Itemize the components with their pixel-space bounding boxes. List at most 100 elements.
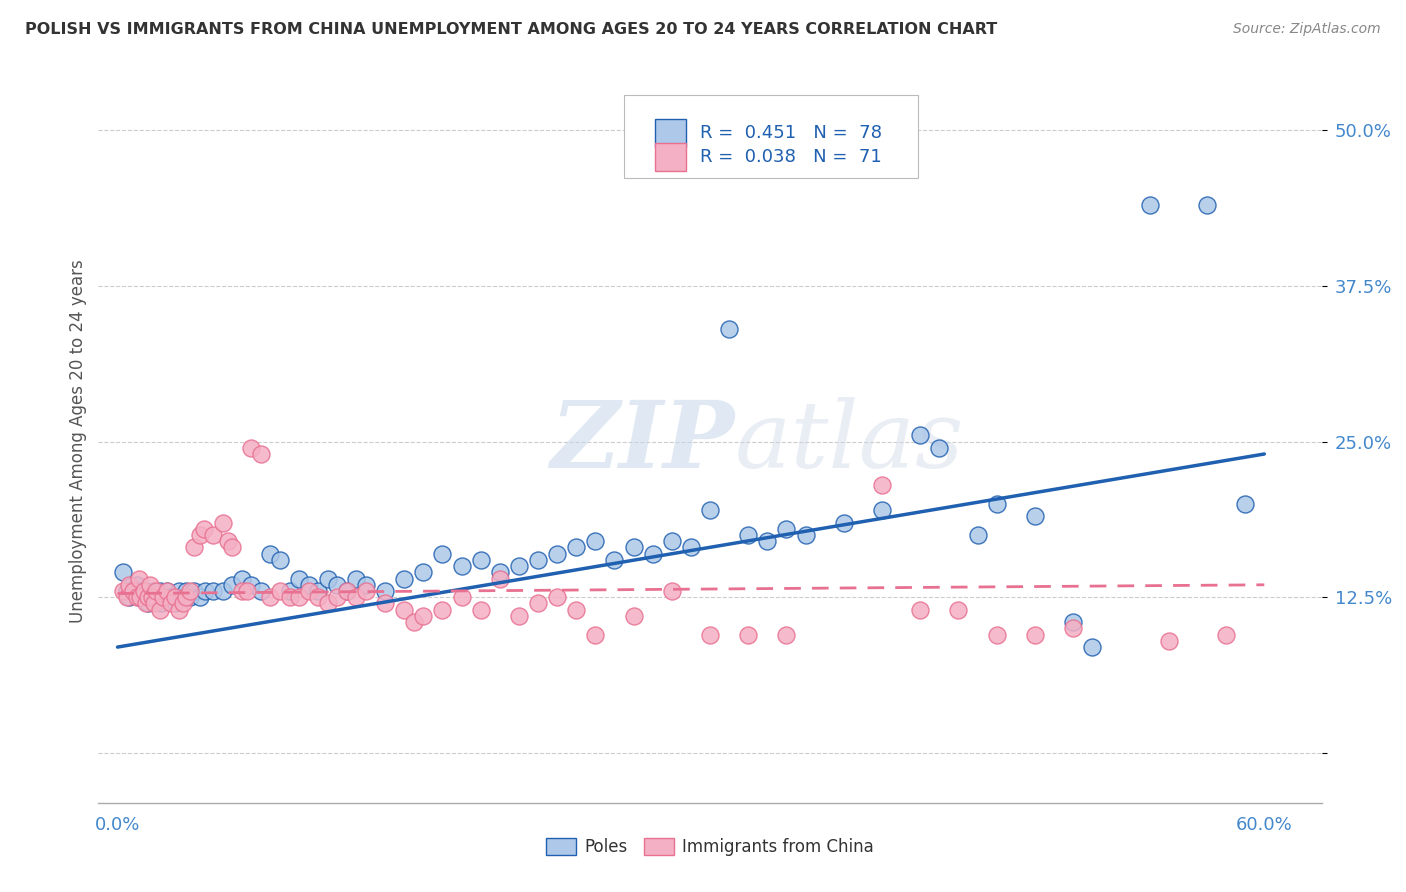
Point [583, 627, 606, 641]
Point [150, 597, 173, 611]
Point [172, 597, 194, 611]
Point [1157, 633, 1180, 648]
Point [183, 584, 205, 599]
Point [1215, 627, 1237, 641]
Point [298, 578, 321, 592]
Point [661, 534, 683, 549]
Point [737, 528, 759, 542]
Point [115, 584, 138, 599]
Point [136, 597, 159, 611]
Point [661, 584, 683, 599]
Point [134, 584, 156, 599]
Point [134, 591, 156, 605]
Point [603, 553, 626, 567]
Point [966, 528, 988, 542]
Point [211, 584, 233, 599]
Point [129, 584, 152, 599]
Text: POLISH VS IMMIGRANTS FROM CHINA UNEMPLOYMENT AMONG AGES 20 TO 24 YEARS CORRELATI: POLISH VS IMMIGRANTS FROM CHINA UNEMPLOY… [25, 22, 998, 37]
Point [1081, 640, 1104, 654]
Point [217, 534, 239, 549]
Point [231, 584, 253, 599]
Point [176, 591, 198, 605]
Point [259, 591, 281, 605]
FancyBboxPatch shape [655, 143, 686, 170]
Point [832, 516, 855, 530]
Point [870, 503, 893, 517]
Point [142, 584, 165, 599]
Point [737, 627, 759, 641]
Point [160, 597, 183, 611]
Point [488, 572, 510, 586]
Point [948, 603, 970, 617]
Point [240, 441, 263, 455]
Point [623, 609, 645, 624]
Point [316, 597, 339, 611]
Point [269, 553, 291, 567]
Point [288, 572, 311, 586]
Point [142, 597, 165, 611]
Point [641, 547, 664, 561]
Point [188, 591, 211, 605]
Point [527, 597, 550, 611]
Text: R =  0.451   N =  78: R = 0.451 N = 78 [700, 124, 882, 142]
Point [794, 528, 817, 542]
Legend: Poles, Immigrants from China: Poles, Immigrants from China [538, 831, 882, 863]
Point [135, 597, 157, 611]
Point [259, 547, 281, 561]
Point [163, 597, 186, 611]
Point [112, 584, 135, 599]
Point [202, 584, 225, 599]
Point [160, 591, 183, 605]
Point [623, 541, 645, 555]
Point [527, 553, 550, 567]
Text: atlas: atlas [734, 397, 965, 486]
Point [145, 591, 167, 605]
Point [986, 497, 1008, 511]
Point [141, 591, 163, 605]
Point [470, 603, 492, 617]
Point [583, 534, 606, 549]
Point [432, 547, 454, 561]
Point [432, 603, 454, 617]
Point [450, 559, 472, 574]
Point [307, 584, 329, 599]
Point [250, 447, 273, 461]
Point [112, 566, 135, 580]
Point [470, 553, 492, 567]
Point [679, 541, 702, 555]
Point [699, 627, 721, 641]
Point [392, 603, 415, 617]
Point [392, 572, 415, 586]
Point [412, 566, 434, 580]
Point [176, 584, 198, 599]
Point [307, 591, 329, 605]
Point [326, 578, 349, 592]
Point [172, 591, 194, 605]
Point [179, 591, 201, 605]
Point [156, 584, 179, 599]
Point [298, 584, 321, 599]
Point [128, 572, 150, 586]
Point [565, 541, 588, 555]
Point [121, 584, 143, 599]
Point [508, 609, 530, 624]
Point [775, 627, 797, 641]
Point [354, 584, 377, 599]
Point [149, 584, 172, 599]
Point [202, 528, 225, 542]
Point [149, 603, 172, 617]
Point [125, 591, 148, 605]
Point [179, 584, 201, 599]
Point [1024, 627, 1046, 641]
Point [118, 578, 141, 592]
Point [1195, 198, 1218, 212]
Point [546, 547, 568, 561]
Point [167, 584, 190, 599]
Point [135, 584, 157, 599]
Point [336, 584, 359, 599]
Point [1062, 615, 1084, 630]
Point [316, 572, 339, 586]
Point [128, 591, 150, 605]
Point [756, 534, 779, 549]
Point [288, 591, 311, 605]
